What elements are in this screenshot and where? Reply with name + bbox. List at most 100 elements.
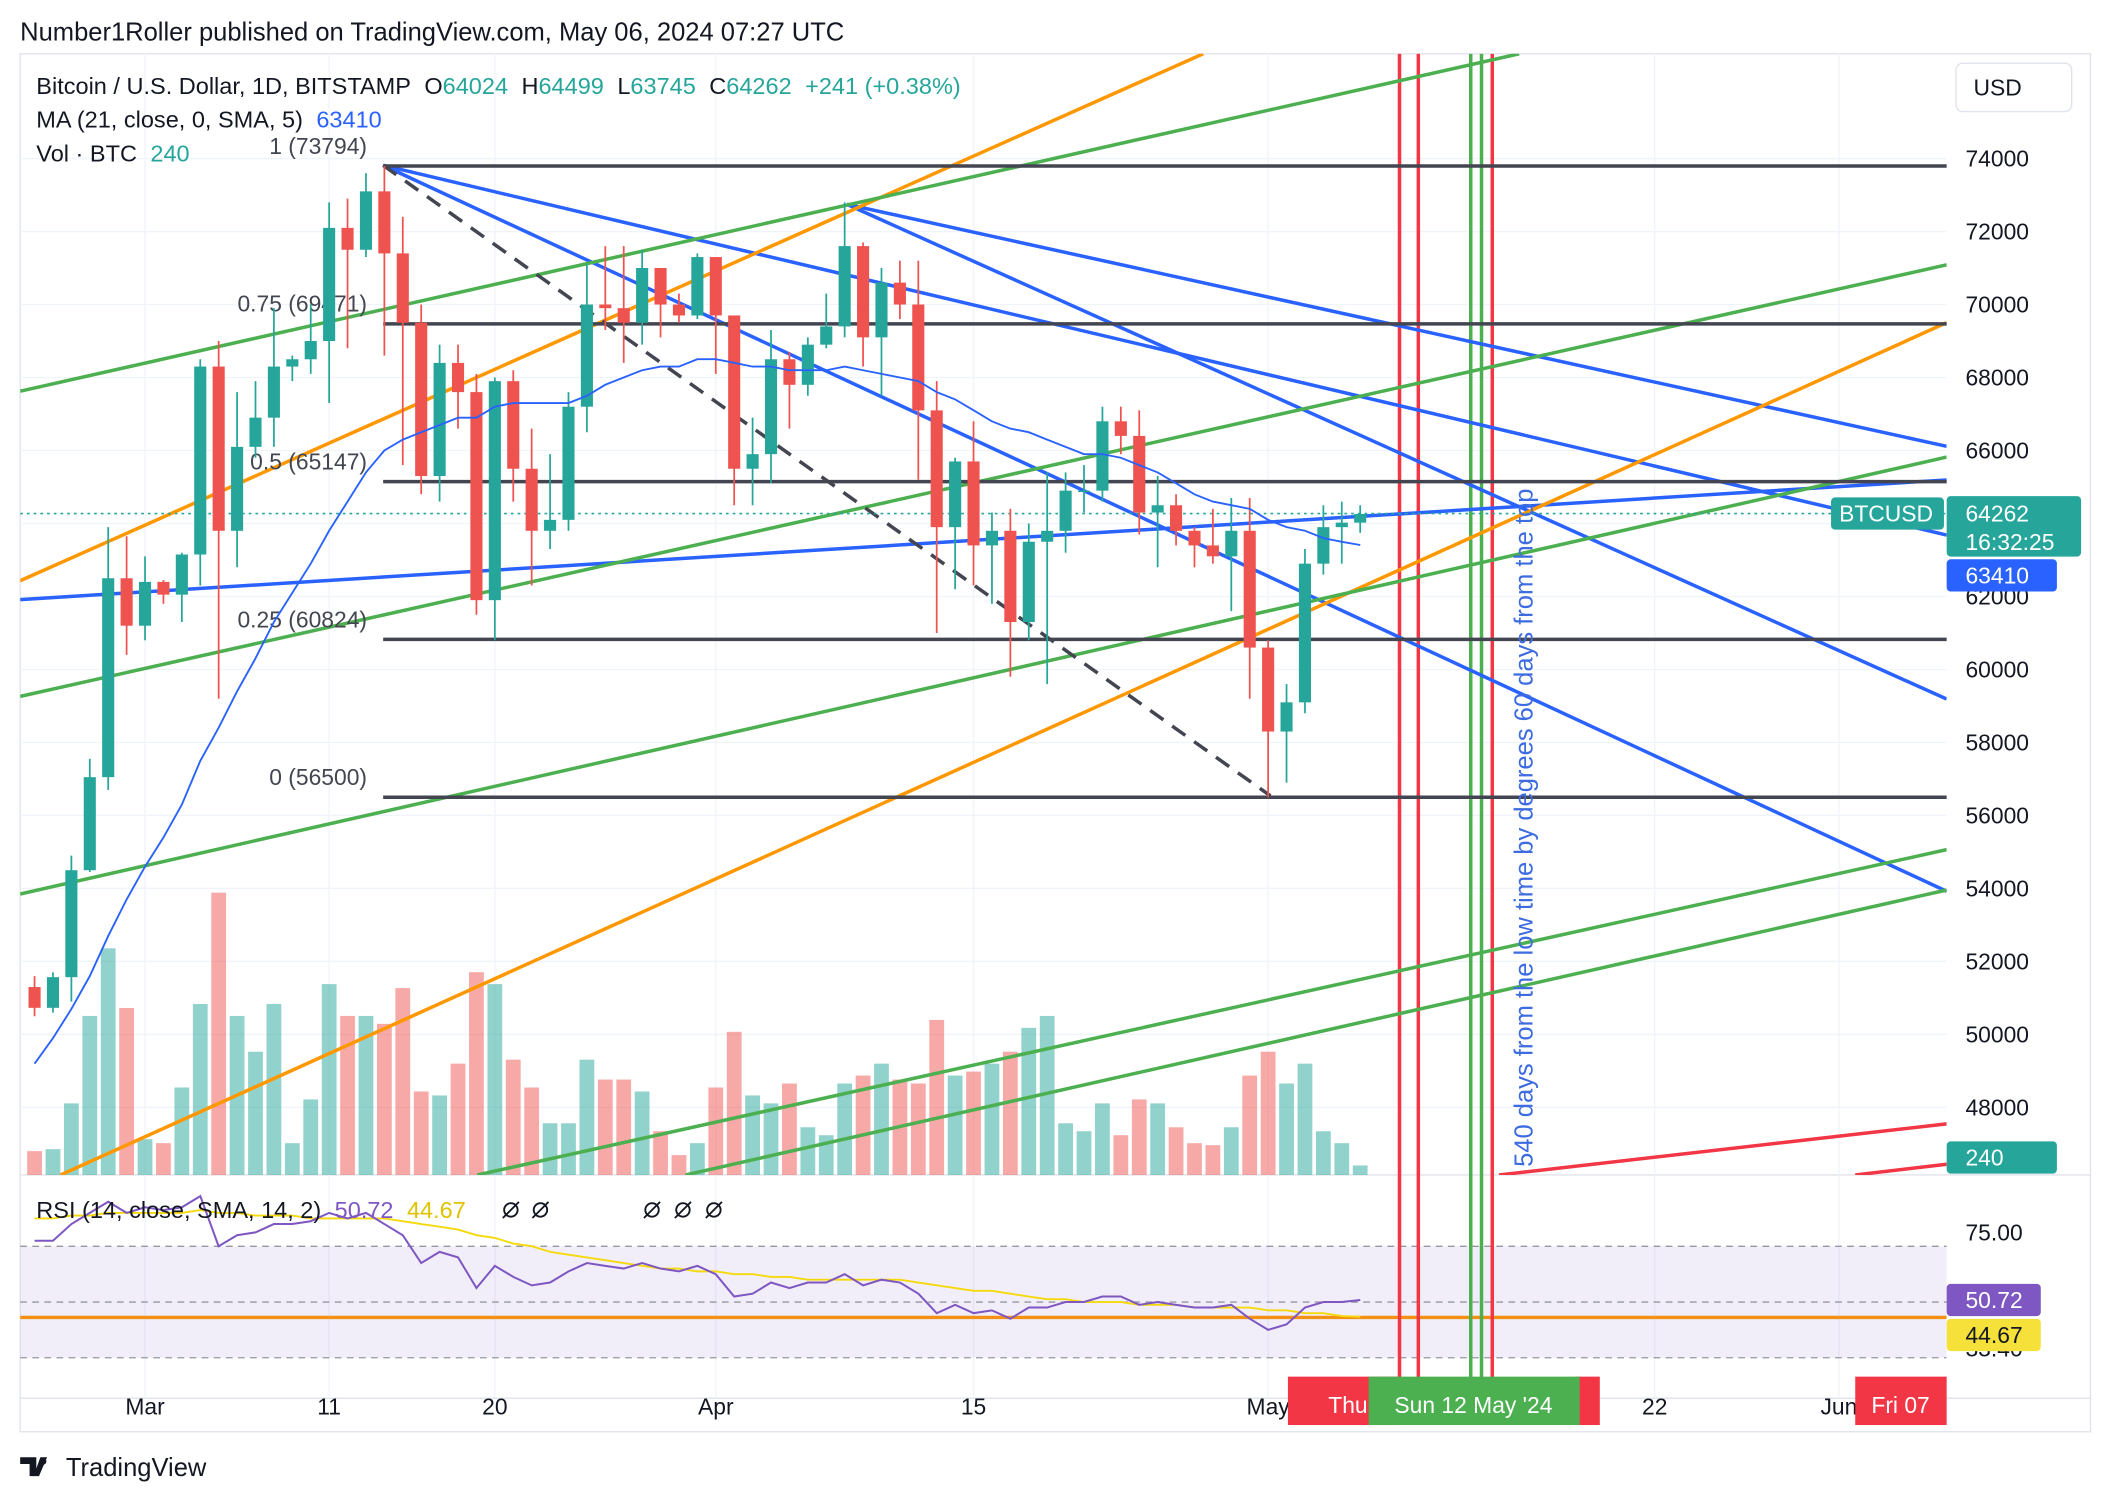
fib-layer: 1 (73794) 0.75 (69471) 0.5 (65147) 0.25 (60… — [237, 133, 1947, 799]
volume-bar — [1223, 1127, 1239, 1175]
currency-box[interactable] — [1955, 62, 2073, 113]
y-tick-label: 60000 — [1965, 657, 2029, 683]
candle-body — [1188, 530, 1201, 546]
volume-bar — [211, 892, 227, 1175]
candle-body — [783, 359, 796, 385]
candle-body — [1354, 513, 1367, 523]
candle-body — [451, 362, 465, 393]
volume-bar — [1187, 1143, 1202, 1175]
symbol-label: BTCUSD — [1839, 501, 1933, 527]
volume-bar — [542, 1123, 558, 1175]
trend-line — [846, 202, 1947, 701]
y-tick-label: 48000 — [1965, 1095, 2029, 1121]
candle-body — [212, 366, 225, 531]
candle-body — [267, 366, 280, 418]
ma-legend: MA (21, close, 0, SMA, 5) 63410 — [36, 107, 381, 133]
volume-bar — [1297, 1063, 1313, 1175]
volume-bar — [689, 1143, 705, 1175]
volume-bar — [505, 1059, 521, 1175]
volume-bar — [763, 1103, 779, 1175]
legend-close: 64262 — [726, 73, 791, 99]
volume-bar — [192, 1004, 208, 1175]
y-tick-label: 70000 — [1965, 292, 2029, 318]
rsi-tick-label: 75.00 — [1965, 1219, 2022, 1245]
candle-body — [1262, 647, 1275, 732]
candle-body — [949, 461, 962, 528]
candle-body — [507, 381, 520, 469]
candle-body — [488, 381, 501, 601]
candle-body — [83, 777, 96, 871]
volume-bar — [27, 1151, 42, 1175]
brand: TradingView — [20, 1454, 207, 1482]
volume-bar — [119, 1007, 135, 1175]
rsi-line — [34, 1194, 1361, 1331]
candle-body — [157, 581, 170, 595]
rsi-ma-badge-label: 44.67 — [1965, 1322, 2022, 1348]
volume-bar — [1352, 1165, 1368, 1175]
trend-line — [382, 163, 1947, 537]
volume-bar — [855, 1075, 871, 1175]
volume-bar — [266, 1004, 282, 1175]
volume-bar — [726, 1031, 742, 1175]
volume-bar — [248, 1051, 263, 1175]
candle-body — [175, 554, 188, 595]
volume-bar — [947, 1075, 963, 1175]
volume-bar — [303, 1099, 319, 1175]
rsi-layer — [20, 1194, 1947, 1359]
volume-bar — [708, 1087, 724, 1175]
y-tick-label: 56000 — [1965, 803, 2029, 829]
candle-body — [138, 581, 152, 626]
y-tick-label: 52000 — [1965, 949, 2029, 975]
volume-bar — [1205, 1145, 1221, 1175]
volume-bar — [63, 1103, 79, 1175]
y-tick-label: 74000 — [1965, 146, 2029, 172]
volume-layer — [27, 892, 1368, 1175]
y-tick-label: 72000 — [1965, 219, 2029, 245]
volume-bar — [800, 1127, 816, 1175]
candle-body — [1004, 530, 1017, 623]
rsi-legend: RSI (14, close, SMA, 14, 2) 50.72 44.67 — [36, 1197, 466, 1223]
countdown-label: 16:32:25 — [1965, 529, 2054, 555]
volume-bar — [358, 1015, 374, 1175]
volume-bar — [284, 1143, 300, 1175]
volume-bar — [1260, 1051, 1276, 1175]
currency-label: USD — [1974, 74, 2022, 100]
candle-body — [28, 987, 41, 1008]
volume-bar — [450, 1063, 466, 1175]
volume-bar — [413, 1091, 429, 1175]
candle-body — [728, 315, 741, 469]
candle-body — [286, 359, 299, 367]
legend-letter: O — [424, 73, 442, 99]
volume-bar — [1002, 1051, 1018, 1175]
candle-body — [746, 454, 759, 469]
volume-bar — [1076, 1131, 1092, 1175]
trend-line — [20, 455, 1947, 896]
volume-bar — [432, 1095, 448, 1175]
volume-bar — [137, 1139, 153, 1175]
candle-body — [985, 530, 999, 546]
candle-body — [249, 417, 262, 447]
volume-bar — [156, 1143, 171, 1175]
x-tick-label: 22 — [1642, 1393, 1667, 1419]
candle-body — [580, 304, 593, 407]
fib-label: 0.25 (60824) — [237, 606, 367, 632]
candle-body — [1243, 530, 1256, 648]
candle-body — [102, 578, 115, 778]
candle-body — [65, 870, 78, 978]
time-badge-label: Sun 12 May '24 — [1394, 1392, 1552, 1418]
vertical-annotation: 540 days from the low time by degrees 60… — [1511, 489, 1539, 1167]
volume-bar — [579, 1059, 595, 1175]
volume-bar — [395, 988, 411, 1175]
fib-label: 1 (73794) — [269, 133, 367, 159]
x-tick-label: 11 — [317, 1393, 341, 1419]
candle-body — [359, 191, 373, 250]
volume-bar — [487, 984, 503, 1175]
trend-lines — [20, 53, 1947, 1175]
candle-body — [120, 578, 133, 626]
candle-body — [433, 362, 446, 477]
volume-bar — [524, 1087, 540, 1175]
hidden-icons — [502, 1201, 723, 1219]
rsi-badge — [1946, 1283, 2041, 1317]
volume-bar — [634, 1091, 650, 1175]
candle-body — [599, 304, 612, 309]
